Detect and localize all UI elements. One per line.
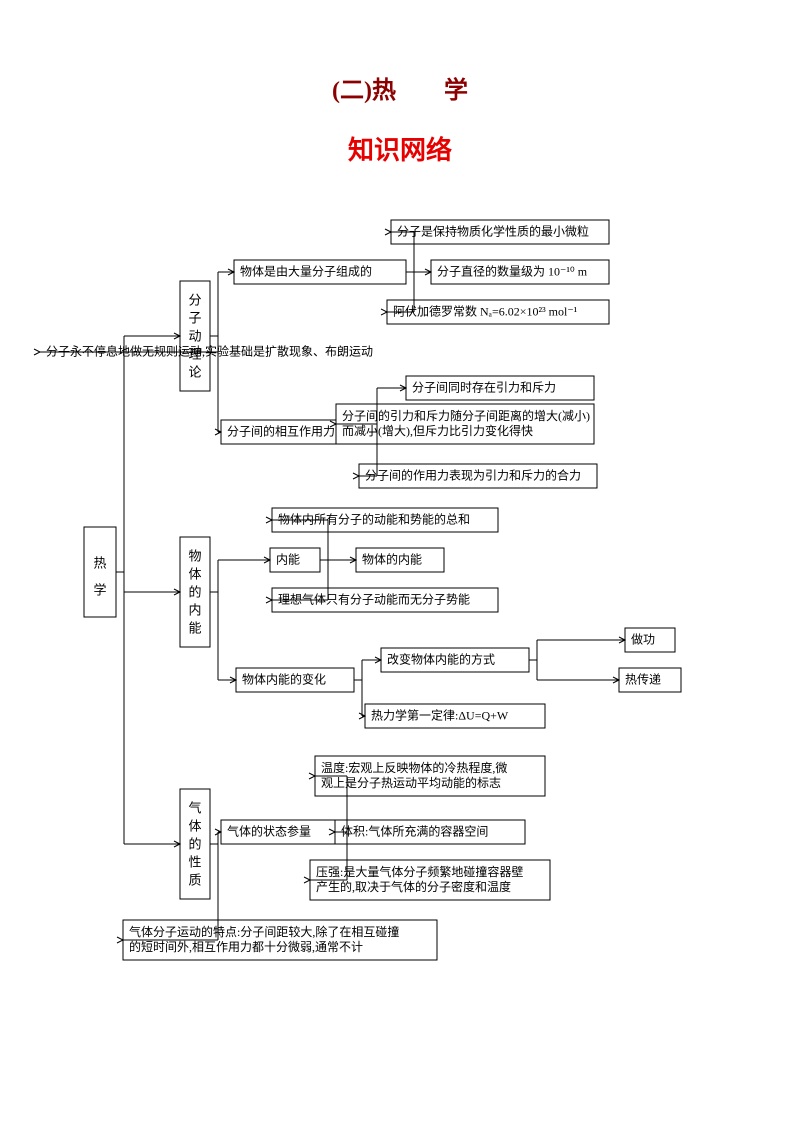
label-n3: 气体的性质: [188, 801, 201, 888]
label-n1a3: 阿伏加德罗常数 Nₐ=6.02×10²³ mol⁻¹: [393, 303, 578, 318]
label-n3a: 气体的状态参量: [227, 823, 311, 838]
label-n3b: 气体分子运动的特点:分子间距较大,除了在相互碰撞的短时间外,相互作用力都十分微弱…: [129, 924, 399, 954]
label-n3a2: 体积:气体所充满的容器空间: [341, 823, 488, 838]
label-n1c3: 分子间的作用力表现为引力和斥力的合力: [365, 467, 581, 482]
label-n1c: 分子间的相互作用力: [227, 423, 335, 438]
label-n2a3: 理想气体只有分子动能而无分子势能: [278, 591, 470, 606]
label-n1a2: 分子直径的数量级为 10⁻¹⁰ m: [437, 263, 588, 278]
label-n1: 分子动理论: [188, 293, 201, 380]
tree-diagram: 热学分子动理论物体是由大量分子组成的分子是保持物质化学性质的最小微粒分子直径的数…: [0, 0, 800, 1132]
label-n3a1: 温度:宏观上反映物体的冷热程度,微观上是分子热运动平均动能的标志: [321, 760, 507, 790]
label-n2a2: 物体的内能: [362, 551, 422, 566]
label-n2b1: 改变物体内能的方式: [387, 651, 495, 666]
label-n1a1: 分子是保持物质化学性质的最小微粒: [397, 223, 589, 238]
label-n1c1: 分子间同时存在引力和斥力: [412, 380, 556, 394]
label-n2b2: 热力学第一定律:ΔU=Q+W: [371, 707, 509, 722]
label-n2b1b: 热传递: [625, 671, 661, 686]
label-n1a: 物体是由大量分子组成的: [240, 263, 372, 278]
node-root: [84, 527, 116, 617]
label-n2a: 内能: [276, 552, 300, 566]
label-n2a1: 物体内所有分子的动能和势能的总和: [278, 511, 470, 526]
label-n2b: 物体内能的变化: [242, 671, 326, 686]
label-n1b: 分子永不停息地做无规则运动,实验基础是扩散现象、布朗运动: [46, 343, 373, 358]
label-n2: 物体的内能: [188, 549, 201, 636]
label-n2b1a: 做功: [631, 631, 655, 646]
